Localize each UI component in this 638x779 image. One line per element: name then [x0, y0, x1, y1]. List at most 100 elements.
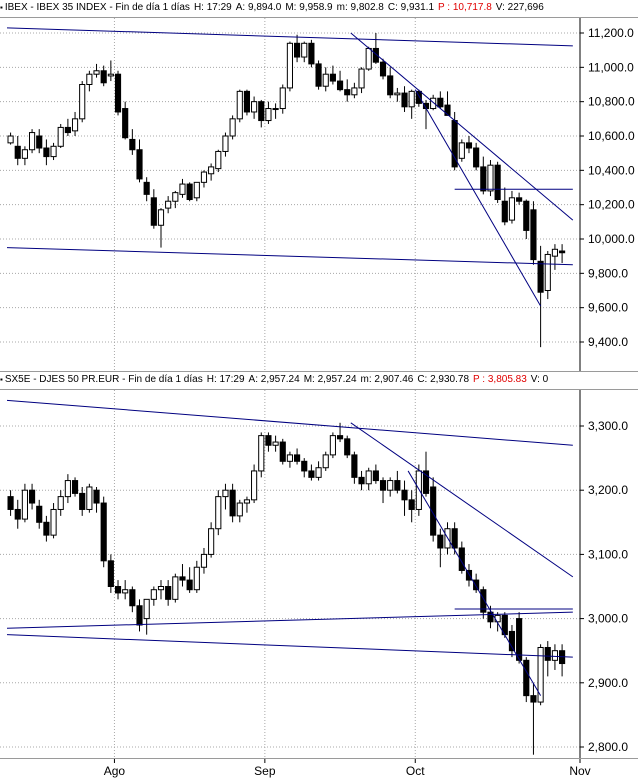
ibex-header-prev: P : 10,717.8 — [438, 2, 492, 13]
candle-up — [79, 84, 86, 120]
candle-down — [501, 200, 508, 223]
candle-up — [365, 470, 372, 485]
candle-up — [157, 586, 165, 591]
candle-down — [473, 579, 480, 591]
candle-down — [229, 489, 236, 517]
candle-up — [107, 73, 114, 77]
candle-down — [480, 589, 487, 613]
sx5e-candlestick-chart[interactable]: 2,800.0 2,900.0 3,000.0 3,100.0 3,200.0 3,300… — [0, 390, 638, 759]
candle-up — [64, 480, 71, 498]
candle-up — [143, 598, 150, 620]
candle-down — [258, 101, 265, 122]
candle-up — [301, 42, 308, 58]
candle-down — [415, 90, 422, 104]
candle-up — [215, 150, 222, 170]
candle-down — [401, 92, 408, 108]
sx5e-header-high: M: 2,957.24 — [303, 374, 357, 385]
candle-down — [379, 480, 387, 491]
ibex-chart-panel: ▪ IBEX - IBEX 35 INDEX - Fin de día 1 día… — [0, 0, 638, 375]
candle-up — [415, 470, 422, 510]
y-tick-label: 10,800.0 — [588, 95, 635, 109]
candle-up — [236, 502, 243, 517]
ibex-header-title: IBEX - IBEX 35 INDEX - Fin de día 1 días — [4, 2, 190, 13]
candle-down — [401, 489, 408, 501]
candle-down — [336, 80, 344, 91]
candle-up — [251, 101, 258, 113]
ibex-candlestick-chart[interactable]: 9,400.0 9,600.0 9,800.0 10,000.0 10,200.0 10,… — [0, 18, 638, 375]
ibex-header-volume: V: 227,696 — [495, 2, 544, 13]
ibex-header-high: M: 9,958.9 — [285, 2, 333, 13]
candle-down — [336, 435, 344, 440]
x-tick-label: Ago — [104, 764, 126, 778]
y-tick-label: 9,400.0 — [588, 335, 628, 349]
candle-up — [329, 435, 336, 456]
candle-down — [523, 200, 530, 231]
candle-down — [186, 579, 193, 591]
candle-down — [344, 438, 351, 456]
candle-down — [480, 166, 487, 192]
trendline — [350, 32, 574, 221]
candle-up — [208, 528, 215, 555]
candle-up — [494, 614, 501, 623]
candle-down — [186, 183, 193, 201]
ibex-header-time: H: 17:29 — [193, 2, 232, 13]
candles — [7, 422, 566, 755]
sx5e-header: ▪ SX5E - DJES 50 PR.EUR - Fin de día 1 dí… — [0, 372, 638, 390]
candle-down — [122, 108, 129, 139]
candle-up — [458, 142, 465, 159]
candle-down — [387, 75, 394, 96]
candle-up — [172, 192, 179, 202]
y-tick-label: 10,400.0 — [588, 163, 635, 177]
candle-down — [64, 126, 71, 134]
candle-down — [100, 502, 107, 562]
candle-down — [100, 70, 107, 84]
candle-up — [172, 576, 179, 600]
candle-up — [150, 589, 157, 600]
candle-down — [301, 460, 308, 472]
sx5e-chart-panel: ▪ SX5E - DJES 50 PR.EUR - Fin de día 1 dí… — [0, 371, 638, 759]
y-tick-label: 9,800.0 — [588, 266, 628, 280]
candle-up — [279, 87, 286, 110]
trendline — [6, 399, 573, 446]
candle-up — [222, 135, 229, 152]
candle-down — [150, 197, 157, 226]
candle-up — [394, 92, 401, 96]
candle-up — [272, 441, 279, 446]
candle-down — [308, 470, 315, 478]
sx5e-header-prev: P : 3,805.83 — [473, 374, 527, 385]
candles — [7, 33, 566, 348]
x-tick-label: Nov — [569, 764, 590, 778]
candle-down — [372, 470, 379, 482]
candle-down — [43, 521, 50, 536]
candle-down — [14, 508, 21, 520]
candle-up — [286, 454, 293, 462]
y-tick-label: 3,200.0 — [588, 483, 628, 497]
candle-down — [279, 441, 286, 462]
candle-up — [265, 108, 272, 122]
candle-down — [494, 164, 501, 201]
candle-up — [93, 70, 100, 75]
y-tick-label: 3,000.0 — [588, 612, 628, 626]
candle-up — [179, 183, 186, 195]
candle-up — [50, 145, 57, 158]
candle-down — [165, 586, 172, 600]
candle-up — [86, 486, 93, 510]
trendline — [6, 634, 573, 658]
candle-down — [351, 454, 358, 478]
candle-up — [122, 589, 129, 594]
trendline — [350, 422, 574, 578]
candle-down — [422, 470, 430, 494]
candle-up — [286, 42, 293, 89]
candle-up — [165, 200, 172, 209]
x-tick-label: Oct — [406, 764, 425, 778]
x-axis: Ago Sep Oct Nov — [0, 758, 638, 778]
trendlines — [6, 27, 574, 307]
panel-marker-icon: ▪ — [0, 375, 3, 384]
candle-down — [129, 138, 136, 151]
y-tick-label: 10,600.0 — [588, 129, 635, 143]
candle-down — [544, 646, 551, 661]
ibex-header-close: C: 9,931.1 — [387, 2, 435, 13]
candle-down — [458, 547, 465, 571]
candle-down — [394, 480, 401, 491]
ibex-header-open: A: 9,894.0 — [235, 2, 282, 13]
